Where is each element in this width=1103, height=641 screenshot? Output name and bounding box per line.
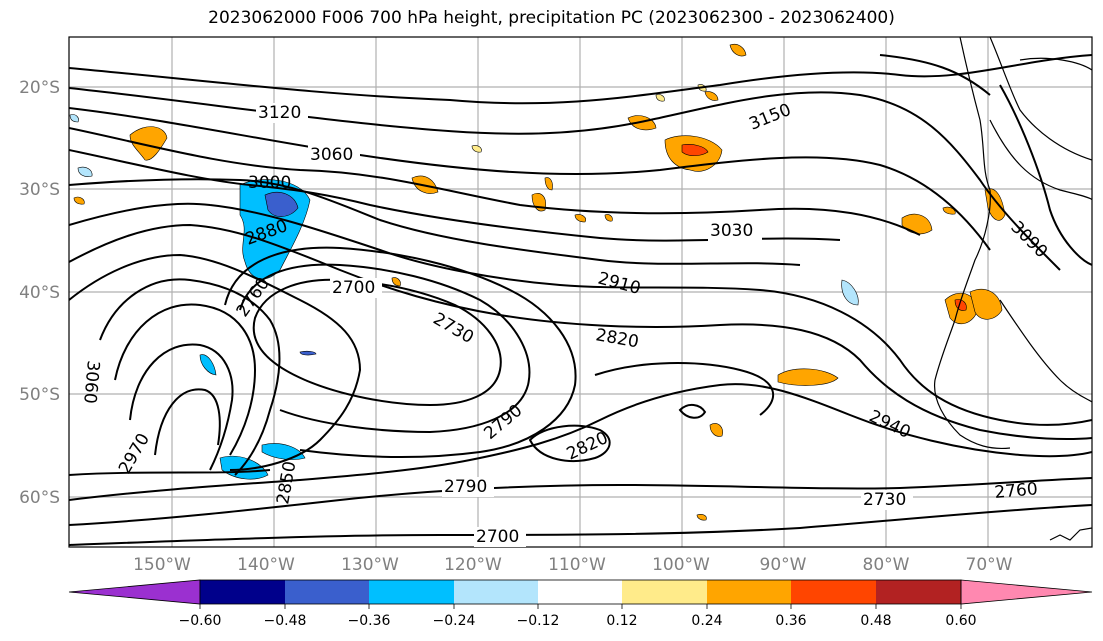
colorbar-swatch [622, 580, 707, 604]
colorbar-swatch [454, 580, 538, 604]
lon-label: 100°W [652, 555, 710, 575]
colorbar-frame [199, 579, 962, 605]
colorbar-swatch [285, 580, 369, 604]
coastline [933, 37, 1092, 541]
lon-label: 120°W [444, 555, 502, 575]
lon-label: 70°W [966, 555, 1013, 575]
contour-label: 2700 [332, 278, 375, 298]
colorbar-extend-low [68, 579, 201, 605]
colorbar-tick-label: 0.12 [606, 613, 637, 629]
colorbar-swatch [369, 580, 454, 604]
contour-label: 2700 [476, 527, 519, 547]
colorbar-swatch [791, 580, 876, 604]
colorbar-swatch [200, 580, 285, 604]
contour-label: 3060 [79, 360, 103, 405]
contour-label: 3120 [258, 103, 301, 123]
colorbar: −0.60 −0.48 −0.36 −0.24 −0.12 0.12 0.24 … [68, 579, 1093, 629]
colorbar-tick-label: −0.36 [348, 613, 391, 629]
colorbar-swatch [876, 580, 961, 604]
colorbar-tick-label: −0.60 [179, 613, 222, 629]
contour-label: 3060 [310, 145, 353, 165]
precip-negative-patches [69, 114, 859, 480]
contour-label: 2790 [444, 477, 487, 497]
colorbar-swatch [538, 580, 622, 604]
colorbar-extend-high [960, 579, 1093, 605]
lon-label: 140°W [237, 555, 295, 575]
contour-label: 2760 [994, 479, 1039, 503]
longitude-labels: 150°W 140°W 130°W 120°W 110°W 100°W 90°W… [133, 555, 1013, 575]
plot-frame [68, 36, 1093, 548]
colorbar-ticks [199, 604, 962, 609]
latitude-labels: 20°S 30°S 40°S 50°S 60°S [19, 78, 60, 508]
colorbar-tick-label: −0.48 [264, 613, 307, 629]
lat-label: 60°S [19, 488, 60, 508]
lon-label: 130°W [341, 555, 399, 575]
colorbar-tick-label: 0.36 [775, 613, 806, 629]
colorbar-tick-label: 0.60 [945, 613, 976, 629]
colorbar-tick-label: −0.24 [433, 613, 476, 629]
lon-label: 150°W [133, 555, 191, 575]
map-title: 2023062000 F006 700 hPa height, precipit… [208, 8, 895, 28]
colorbar-swatch [707, 580, 791, 604]
height-contours [69, 54, 1092, 546]
lat-label: 40°S [19, 283, 60, 303]
colorbar-tick-label: 0.24 [691, 613, 722, 629]
contour-label: 2730 [863, 490, 906, 510]
colorbar-tick-label: −0.12 [517, 613, 560, 629]
contour-label: 3030 [710, 221, 753, 241]
lat-label: 50°S [19, 385, 60, 405]
lat-label: 30°S [19, 180, 60, 200]
lon-label: 80°W [863, 555, 910, 575]
lon-label: 110°W [548, 555, 606, 575]
lon-label: 90°W [760, 555, 807, 575]
lat-label: 20°S [19, 78, 60, 98]
colorbar-tick-label: 0.48 [860, 613, 891, 629]
contour-label: 3000 [248, 173, 291, 193]
gridlines [69, 37, 1092, 547]
